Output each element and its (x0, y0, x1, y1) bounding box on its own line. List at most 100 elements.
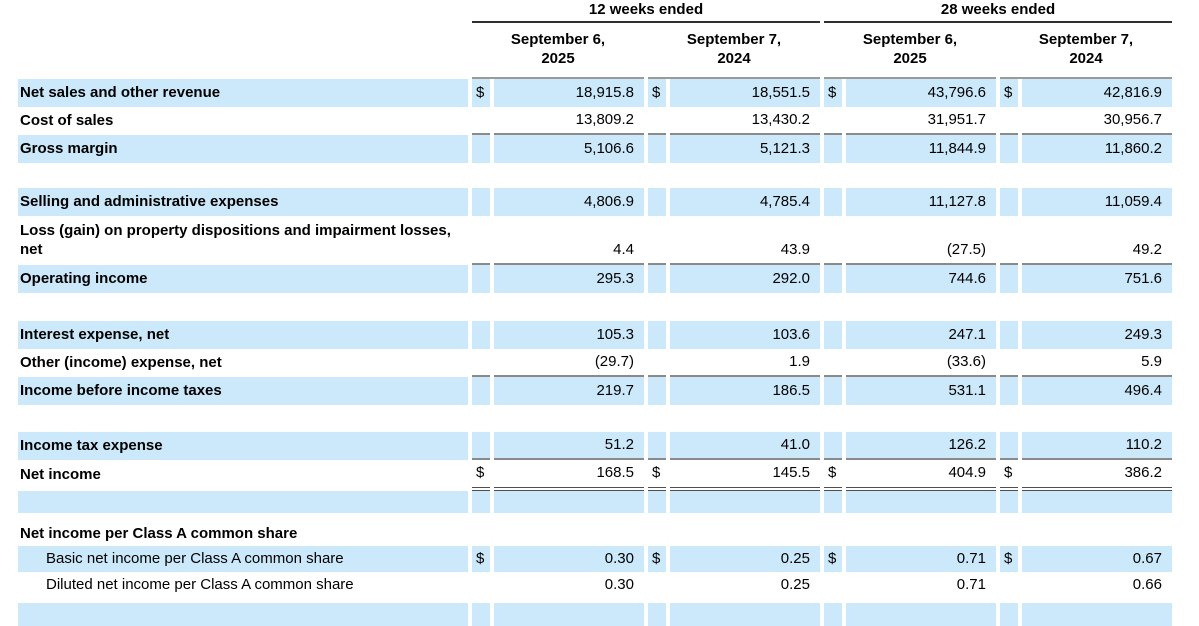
currency-symbol-cell (648, 188, 666, 216)
value-cell: 43.9 (670, 216, 820, 265)
value-cell (670, 521, 820, 547)
value-cell: 4.4 (494, 216, 644, 265)
income-statement-table: 12 weeks ended 28 weeks ended September … (14, 0, 1176, 626)
currency-symbol-cell: $ (472, 79, 490, 107)
value-cell (846, 603, 996, 626)
currency-symbol-cell (824, 349, 842, 377)
value-cell: 168.5 (494, 460, 644, 491)
currency-symbol-cell (472, 377, 490, 405)
row-label: Other (income) expense, net (18, 349, 468, 377)
column-header-line1: September 7, (1000, 30, 1172, 50)
value-cell (494, 491, 644, 513)
currency-symbol-cell (1000, 603, 1018, 626)
currency-symbol-cell (648, 349, 666, 377)
value-cell: 249.3 (1022, 321, 1172, 349)
spacer-row (18, 405, 1172, 432)
date-column-header-row: September 6, 2025 September 7, 2024 Sept… (18, 23, 1172, 79)
currency-symbol-cell (824, 491, 842, 513)
value-cell: 744.6 (846, 265, 996, 293)
table-row: Net income$168.5$145.5$404.9$386.2 (18, 460, 1172, 491)
currency-symbol-cell (1000, 572, 1018, 598)
row-label: Diluted net income per Class A common sh… (18, 572, 468, 598)
value-cell: 0.71 (846, 572, 996, 598)
value-cell (1022, 491, 1172, 513)
row-label: Net income per Class A common share (18, 521, 468, 547)
currency-symbol-cell (1000, 107, 1018, 135)
currency-symbol-cell (1000, 513, 1018, 521)
value-cell: 13,809.2 (494, 107, 644, 135)
value-cell (670, 603, 820, 626)
row-label: Net income (18, 460, 468, 491)
value-cell: 126.2 (846, 432, 996, 460)
row-label: Basic net income per Class A common shar… (18, 546, 468, 572)
table-row: Diluted net income per Class A common sh… (18, 572, 1172, 598)
table-row: Loss (gain) on property dispositions and… (18, 216, 1172, 265)
value-cell: 11,860.2 (1022, 135, 1172, 163)
currency-symbol-cell (648, 513, 666, 521)
row-label: Income tax expense (18, 432, 468, 460)
value-cell (494, 513, 644, 521)
value-cell: (33.6) (846, 349, 996, 377)
value-cell: 51.2 (494, 432, 644, 460)
value-cell: 751.6 (1022, 265, 1172, 293)
currency-symbol-cell (648, 603, 666, 626)
column-header-line2: 2024 (1000, 49, 1172, 69)
value-cell: 11,844.9 (846, 135, 996, 163)
row-label: Net sales and other revenue (18, 79, 468, 107)
value-cell: 49.2 (1022, 216, 1172, 265)
value-cell: 11,059.4 (1022, 188, 1172, 216)
currency-symbol-cell: $ (824, 460, 842, 491)
currency-symbol-cell (824, 321, 842, 349)
column-header-sep7-2024: September 7, 2024 (648, 23, 820, 79)
currency-symbol-cell (824, 107, 842, 135)
currency-symbol-cell (472, 603, 490, 626)
currency-symbol-cell (1000, 321, 1018, 349)
column-header-line2: 2025 (472, 49, 644, 69)
spacer-cell (18, 603, 468, 626)
currency-symbol-cell (824, 216, 842, 265)
currency-symbol-cell (472, 135, 490, 163)
value-cell (1022, 513, 1172, 521)
currency-symbol-cell (648, 107, 666, 135)
value-cell (846, 163, 996, 188)
value-cell: 30,956.7 (1022, 107, 1172, 135)
value-cell (494, 293, 644, 321)
table-row: Other (income) expense, net(29.7)1.9(33.… (18, 349, 1172, 377)
value-cell (1022, 405, 1172, 432)
column-header-sep6-2025: September 6, 2025 (472, 23, 644, 79)
table-row: Net income per Class A common share (18, 521, 1172, 547)
currency-symbol-cell (648, 265, 666, 293)
currency-symbol-cell (648, 432, 666, 460)
currency-symbol-cell (824, 265, 842, 293)
currency-symbol-cell (1000, 293, 1018, 321)
currency-symbol-cell (1000, 216, 1018, 265)
currency-symbol-cell (648, 163, 666, 188)
currency-symbol-cell (648, 377, 666, 405)
column-header-line1: September 7, (648, 30, 820, 50)
currency-symbol-cell: $ (648, 460, 666, 491)
value-cell: 386.2 (1022, 460, 1172, 491)
value-cell (494, 603, 644, 626)
currency-symbol-cell (648, 491, 666, 513)
column-header-sep6-2025: September 6, 2025 (824, 23, 996, 79)
spacer-cell (18, 491, 468, 513)
spacer-row (18, 603, 1172, 626)
value-cell (1022, 603, 1172, 626)
spacer-row (18, 293, 1172, 321)
value-cell: (29.7) (494, 349, 644, 377)
value-cell: 292.0 (670, 265, 820, 293)
currency-symbol-cell (472, 265, 490, 293)
value-cell: 496.4 (1022, 377, 1172, 405)
column-header-line1: September 6, (472, 30, 644, 50)
value-cell: 531.1 (846, 377, 996, 405)
value-cell (1022, 163, 1172, 188)
value-cell (494, 405, 644, 432)
value-cell: 103.6 (670, 321, 820, 349)
value-cell: 5,106.6 (494, 135, 644, 163)
currency-symbol-cell (1000, 349, 1018, 377)
value-cell (494, 163, 644, 188)
